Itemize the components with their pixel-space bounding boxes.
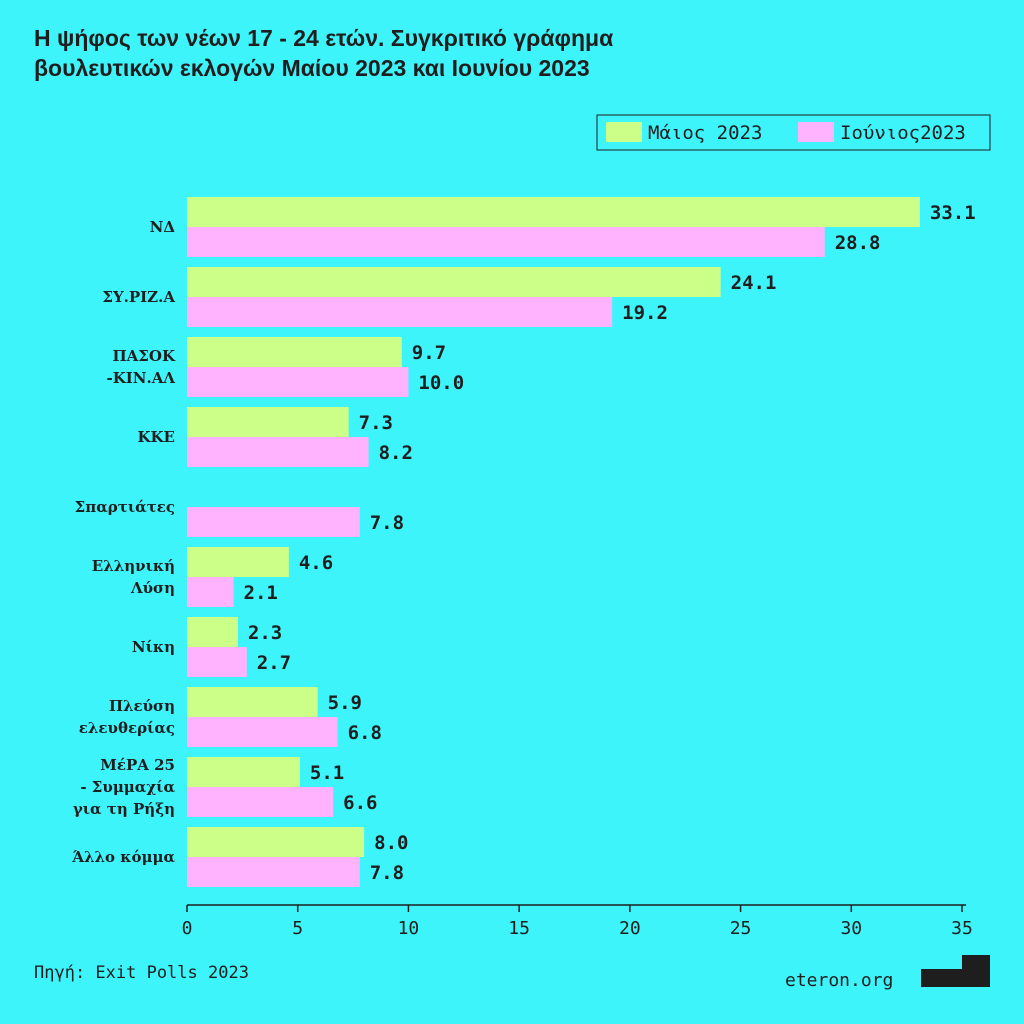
category-label: ΣΥ.ΡΙΖ.Α [102, 288, 175, 306]
x-tick-label: 30 [840, 918, 862, 939]
category-label: Νίκη [132, 638, 175, 656]
bar [187, 197, 920, 227]
x-tick-label: 35 [951, 918, 973, 939]
value-label: 5.1 [310, 762, 344, 784]
brand-logo [921, 955, 990, 987]
category-label: ΚΚΕ [137, 428, 175, 446]
bar [187, 337, 402, 367]
value-label: 24.1 [731, 272, 777, 294]
bar [187, 297, 613, 327]
bar [187, 787, 334, 817]
bar [187, 717, 338, 747]
bar [187, 367, 409, 397]
value-label: 7.3 [359, 412, 393, 434]
bar [187, 547, 289, 577]
x-tick-label: 5 [292, 918, 303, 939]
bar [187, 687, 318, 717]
x-tick-label: 15 [508, 918, 530, 939]
bar [187, 617, 238, 647]
value-label: 10.0 [418, 372, 464, 394]
value-label: 8.2 [379, 442, 413, 464]
value-label: 8.0 [374, 832, 408, 854]
value-label: 7.8 [370, 512, 404, 534]
legend-box [596, 114, 991, 151]
value-label: 5.9 [328, 692, 362, 714]
bar [187, 827, 365, 857]
category-label: ΝΔ [150, 218, 176, 236]
source: Πηγή: Exit Polls 2023 [34, 963, 249, 983]
value-label: 2.1 [244, 582, 278, 604]
bar [187, 757, 300, 787]
category-label: Ελληνική Λύση [92, 557, 175, 597]
chart-title: Η ψήφος των νέων 17 - 24 ετών. Συγκριτικ… [34, 25, 613, 81]
value-label: 2.7 [257, 652, 291, 674]
bar [187, 267, 721, 297]
bar [187, 857, 360, 887]
bar [187, 227, 825, 257]
x-tick-label: 10 [398, 918, 420, 939]
x-tick-label: 0 [182, 918, 193, 939]
bar [187, 407, 349, 437]
value-label: 9.7 [412, 342, 446, 364]
bar [187, 577, 234, 607]
value-label: 28.8 [835, 232, 881, 254]
legend-swatch [606, 122, 642, 142]
brand: eteron.org [785, 970, 893, 991]
category-label: Πλεύση ελευθερίας [79, 697, 175, 737]
category-label: ΜέΡΑ 25- Συμμαχία για τη Ρήξη [73, 756, 176, 818]
x-tick-label: 20 [619, 918, 641, 939]
value-label: 6.6 [343, 792, 377, 814]
category-label: Άλλο κόμμα [71, 848, 175, 866]
value-label: 33.1 [930, 202, 976, 224]
legend-label: Μάιος 2023 [648, 122, 762, 144]
value-label: 2.3 [248, 622, 282, 644]
category-label: ΠΑΣΟΚ -ΚΙΝ.ΑΛ [107, 347, 176, 387]
bar [187, 507, 360, 537]
legend-label: Ιούνιος2023 [840, 122, 966, 144]
bar [187, 647, 247, 677]
value-label: 6.8 [348, 722, 382, 744]
x-tick-label: 25 [730, 918, 752, 939]
value-label: 19.2 [622, 302, 668, 324]
bar [187, 437, 369, 467]
value-label: 4.6 [299, 552, 333, 574]
value-label: 7.8 [370, 862, 404, 884]
category-label: Σπαρτιάτες [75, 498, 175, 516]
legend-swatch [798, 122, 834, 142]
